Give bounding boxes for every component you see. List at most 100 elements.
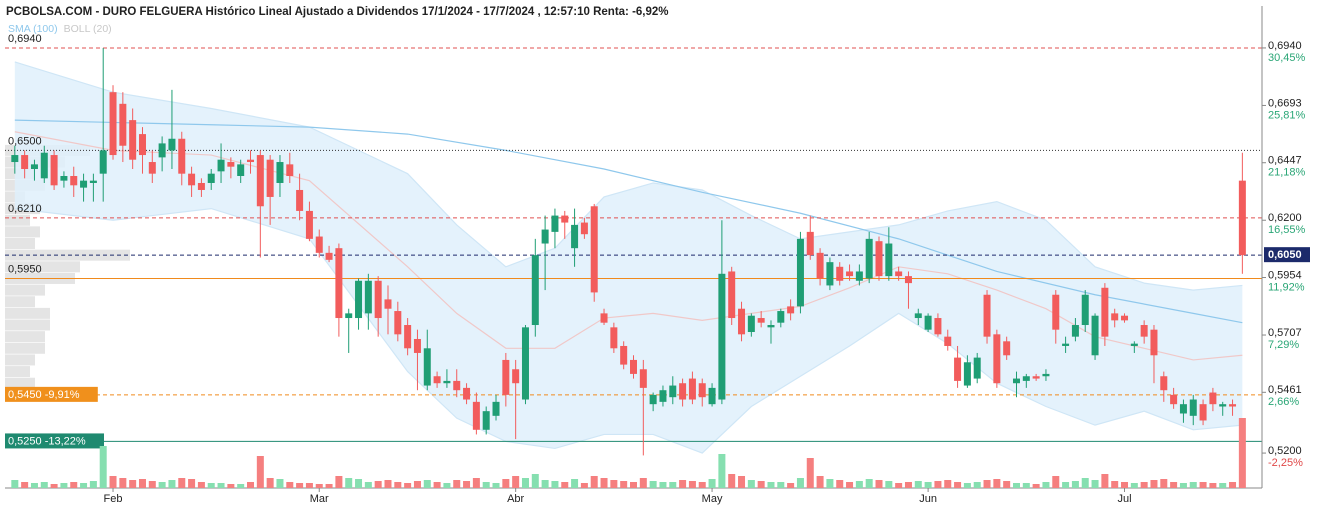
bollinger-middle (14, 131, 1243, 361)
volume-bar (630, 482, 637, 488)
volume-bar (237, 484, 245, 488)
volume-bar (60, 483, 68, 488)
volume-bar (276, 479, 284, 488)
candle-body (620, 345, 628, 365)
volume-bar (767, 482, 775, 488)
candle-body (757, 318, 765, 323)
candle-body (865, 238, 873, 279)
volume-bar (934, 481, 942, 488)
volume-bar (895, 483, 903, 488)
candle-body (875, 241, 883, 277)
volume-bar (777, 482, 785, 488)
volume-bar (865, 479, 873, 488)
candle-body (423, 348, 431, 386)
volume-profile-bar (5, 284, 45, 296)
level-label-bg (1264, 247, 1310, 263)
volume-bar (296, 483, 304, 488)
volume-bar (197, 482, 205, 488)
volume-bar (1229, 482, 1237, 488)
volume-bar (649, 481, 657, 488)
candle-body (168, 138, 176, 151)
volume-bar (99, 446, 107, 488)
volume-profile-bar (5, 377, 35, 389)
volume-bar (1189, 482, 1197, 488)
bollinger-band (14, 61, 1243, 454)
volume-bar (443, 483, 451, 488)
candle-body (934, 318, 942, 335)
candle-body (521, 327, 529, 400)
volume-bar (688, 481, 696, 488)
y-tick-pct: 16,55% (1268, 224, 1306, 236)
chart-title: PCBOLSA.COM - DURO FELGUERA Histórico Li… (6, 6, 669, 18)
candle-body (973, 357, 981, 379)
volume-bar (433, 482, 441, 488)
candle-body (649, 394, 657, 405)
candle-body (40, 152, 48, 179)
volume-bar (885, 481, 893, 488)
candle-body (217, 159, 225, 172)
candle-body (197, 182, 205, 190)
volume-bar (423, 480, 431, 488)
volume-bar (738, 476, 746, 488)
candle-body (954, 357, 962, 381)
volume-bar (158, 482, 166, 488)
volume-bar (698, 482, 706, 488)
candle-body (30, 164, 38, 170)
volume-bar (1042, 482, 1050, 488)
candle-body (355, 280, 363, 319)
candle-body (944, 336, 952, 346)
level-label: 0,6940 (8, 33, 42, 45)
volume-bar (472, 478, 480, 488)
candle-body (1219, 404, 1227, 407)
volume-bar (345, 478, 353, 488)
volume-bar (355, 479, 363, 488)
y-tick-label: 0,6447 (1268, 155, 1302, 167)
volume-bar (571, 479, 579, 488)
candle-body (531, 255, 539, 326)
candle-body (384, 299, 392, 309)
candle-body (767, 325, 775, 328)
volume-bar (70, 482, 78, 488)
candle-body (482, 411, 490, 430)
x-tick-label: Jul (1117, 493, 1131, 505)
volume-bar (944, 480, 952, 488)
level-label: 0,5250 -13,22% (8, 435, 86, 447)
volume-bar (315, 484, 323, 488)
volume-bar (836, 480, 844, 488)
candle-body (433, 376, 441, 384)
candle-body (296, 189, 304, 211)
y-tick-pct: 21,18% (1268, 167, 1306, 179)
legend-entry: BOLL (20) (64, 23, 112, 35)
candle-body (512, 369, 520, 384)
candle-body (1022, 376, 1030, 381)
volume-bar (1238, 418, 1246, 488)
candle-body (698, 383, 706, 398)
candle-body (109, 92, 117, 156)
volume-profile-bar (5, 249, 130, 261)
candle-body (158, 143, 166, 158)
candle-body (286, 164, 294, 176)
volume-bar (679, 480, 687, 488)
candle-body (148, 162, 156, 174)
volume-bar (531, 474, 539, 488)
volume-bar (1012, 483, 1020, 488)
x-tick-label: May (702, 493, 723, 505)
volume-bar (89, 481, 97, 488)
volume-bar (1111, 481, 1119, 488)
candle-body (1170, 394, 1178, 405)
candle-body (1042, 373, 1050, 377)
level-label: 0,5450 -9,91% (8, 389, 80, 401)
volume-bar (404, 483, 412, 488)
candle-body (659, 390, 667, 402)
volume-bar (364, 482, 372, 488)
volume-bar (168, 480, 176, 488)
candle-body (453, 380, 461, 391)
candle-body (541, 229, 549, 244)
volume-bar (512, 476, 520, 488)
candle-body (846, 271, 854, 277)
volume-bar (305, 483, 313, 488)
candle-body (796, 238, 804, 307)
candle-body (1012, 378, 1020, 384)
volume-bar (1071, 481, 1079, 488)
volume-bar (21, 482, 29, 488)
